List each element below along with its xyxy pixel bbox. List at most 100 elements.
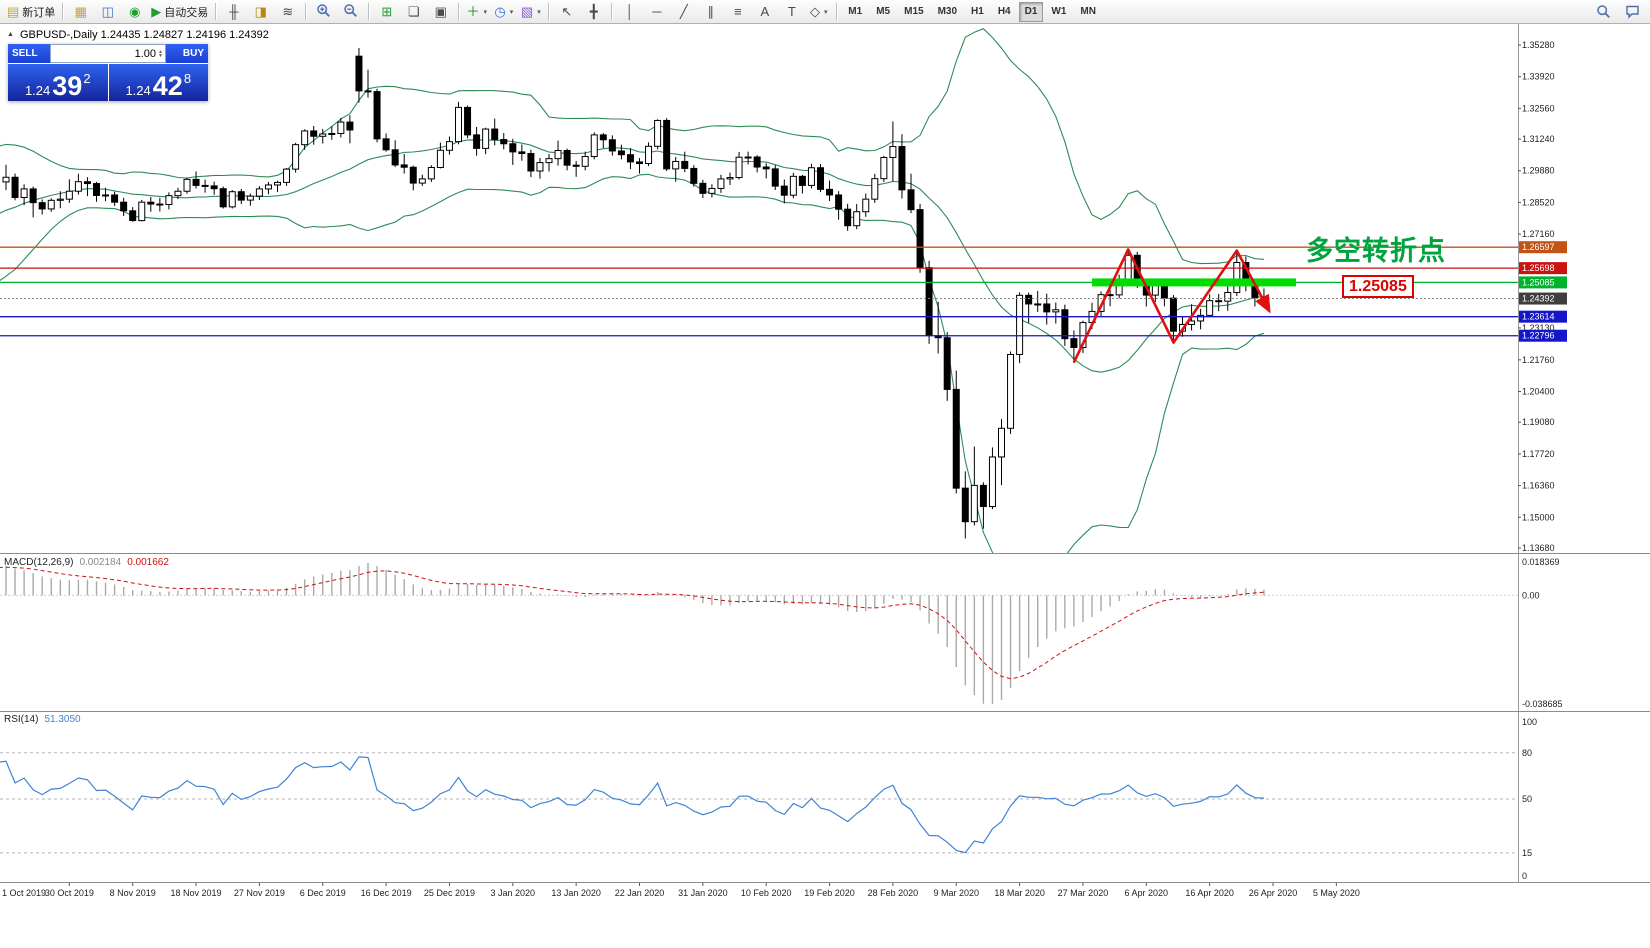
time-axis-label: 27 Nov 2019 — [234, 888, 285, 898]
buy-price-button[interactable]: 1.24 42 8 — [108, 64, 208, 101]
rsi-indicator-label: RSI(14) 51.3050 — [4, 714, 81, 725]
timeframe-w1-button[interactable]: W1 — [1051, 6, 1067, 17]
tile-windows-button[interactable]: ⊞ — [373, 1, 400, 23]
volume-input[interactable]: 1.00 ▲ ▼ — [50, 44, 166, 63]
timeframe-d1-button[interactable]: D1 — [1018, 1, 1044, 22]
buy-price-prefix: 1.24 — [125, 82, 151, 98]
time-axis-label: 10 Feb 2020 — [741, 888, 792, 898]
search-button[interactable] — [1590, 1, 1617, 23]
one-click-collapse-icon[interactable]: ▲ — [7, 31, 14, 38]
horizontal-line-icon: ─ — [652, 4, 662, 19]
zoom-in-icon — [316, 3, 331, 20]
time-axis-label: 26 Apr 2020 — [1249, 888, 1298, 898]
buy-button[interactable]: BUY — [166, 44, 208, 63]
text-button[interactable]: A — [751, 1, 778, 23]
text-label-button[interactable]: T — [778, 1, 805, 23]
macd-signal-value: 0.001662 — [127, 557, 169, 568]
crosshair-button[interactable]: ╋ — [580, 1, 607, 23]
bars-chart-button[interactable]: ╫ — [220, 1, 247, 23]
profiles-icon: ◫ — [101, 4, 114, 19]
volume-down-icon[interactable]: ▼ — [158, 52, 163, 59]
timeframe-m5-button[interactable]: M5 — [876, 6, 891, 17]
chart-window-button[interactable]: ▦ — [67, 1, 94, 23]
time-axis-label: 18 Nov 2019 — [171, 888, 222, 898]
community-button[interactable]: ◉ — [121, 1, 148, 23]
shapes-button[interactable]: ◇ ▾ — [805, 1, 832, 23]
rsi-name: RSI(14) — [4, 714, 39, 725]
price-axis: 1.35280 1.33920 1.32560 1.31240 1.29880 1.285… — [1518, 24, 1567, 882]
bollinger-middle-band — [0, 139, 1265, 373]
buy-price-pip: 8 — [183, 71, 192, 86]
time-axis-label: 1 Oct 2019 — [2, 888, 46, 898]
cursor-button[interactable]: ↖ — [553, 1, 580, 23]
chat-button[interactable] — [1619, 1, 1646, 23]
templates-dropdown-icon[interactable]: ▾ — [537, 8, 541, 16]
shapes-dropdown-icon[interactable]: ▾ — [824, 8, 828, 16]
volume-stepper[interactable]: ▲ ▼ — [158, 48, 163, 59]
periods-dropdown-icon[interactable]: ▾ — [509, 8, 514, 16]
candles-chart-button[interactable]: ◨ — [247, 1, 274, 23]
axis-label-1.22796-text: 1.22796 — [1522, 331, 1555, 341]
price-grid-label: 1.17720 — [1522, 449, 1555, 459]
axis-label-1.25698 — [1519, 262, 1567, 275]
fibonacci-button[interactable]: ≡ — [724, 1, 751, 23]
price-grid-label: 1.29880 — [1522, 166, 1555, 176]
profiles-button[interactable]: ◫ — [94, 1, 121, 23]
indicators-dropdown-icon[interactable]: ▾ — [483, 8, 488, 16]
sell-price-button[interactable]: 1.24 39 2 — [8, 64, 108, 101]
zoom-in-button[interactable] — [310, 1, 337, 23]
axis-label-1.23614 — [1519, 310, 1567, 323]
time-axis-label: 19 Feb 2020 — [804, 888, 855, 898]
periods-button[interactable]: ◷ ▾ — [490, 1, 517, 23]
sell-price-pip: 2 — [83, 71, 91, 86]
price-grid-label: 1.23130 — [1522, 323, 1555, 333]
autotrading-button[interactable]: ▶ 自动交易 — [148, 1, 211, 23]
trendline-button[interactable]: ╱ — [670, 1, 697, 23]
main-toolbar: ▤ 新订单 ▦ ◫ ◉ ▶ 自动交易 ╫ ◨ ≋ ⊞ ❏ ▣ ＋ ▾ ◷ ▾ ▧ ▾ ↖ ╋ │ ─ ╱ ∥ ≡ A T ◇ ▾ M1 M5 M… — [0, 0, 1650, 24]
candles-chart-icon: ◨ — [254, 4, 267, 19]
timeframe-mn-button[interactable]: MN — [1080, 6, 1096, 17]
zoom-out-button[interactable] — [337, 1, 364, 23]
current-price-label — [1519, 292, 1567, 305]
time-axis-label: 13 Jan 2020 — [551, 888, 601, 898]
macd-axis-min: -0.038685 — [1522, 699, 1563, 709]
periods-icon: ◷ — [494, 4, 506, 19]
chart-window: 1.35280 1.33920 1.32560 1.31240 1.29880 1.285… — [0, 24, 1650, 948]
price-grid-label: 1.31240 — [1522, 134, 1555, 144]
timeframe-m1-button[interactable]: M1 — [848, 6, 863, 17]
macd-indicator-label: MACD(12,26,9) 0.002184 0.001662 — [4, 557, 169, 568]
sell-price-big: 39 — [52, 71, 83, 102]
arrange-windows-button[interactable]: ▣ — [427, 1, 454, 23]
sell-price-prefix: 1.24 — [24, 82, 51, 98]
indicators-button[interactable]: ＋ ▾ — [463, 1, 490, 23]
support-zone-bar[interactable] — [1092, 278, 1296, 287]
timeframe-m30-button[interactable]: M30 — [937, 6, 958, 17]
rsi-axis-label-15: 15 — [1522, 848, 1532, 858]
price-callout-box[interactable]: 1.25085 — [1342, 275, 1414, 298]
toolbar-separator — [62, 3, 64, 20]
time-axis-label: 3 Jan 2020 — [491, 888, 536, 898]
axis-label-1.25085-text: 1.25085 — [1522, 277, 1555, 287]
templates-button[interactable]: ▧ ▾ — [517, 1, 544, 23]
axis-label-1.26597-text: 1.26597 — [1522, 242, 1555, 252]
new-order-button[interactable]: ▤ 新订单 — [4, 1, 58, 23]
line-chart-icon: ≋ — [282, 4, 294, 19]
line-chart-button[interactable]: ≋ — [274, 1, 301, 23]
channel-button[interactable]: ∥ — [697, 1, 724, 23]
macd-axis-max: 0.018369 — [1522, 557, 1560, 567]
sell-button[interactable]: SELL — [8, 44, 50, 63]
volume-up-icon[interactable]: ▲ — [158, 48, 163, 55]
symbol-ohlc-label: GBPUSD-,Daily 1.24435 1.24827 1.24196 1.… — [20, 29, 269, 41]
rsi-axis-label-80: 80 — [1522, 748, 1532, 758]
price-grid-label: 1.32560 — [1522, 103, 1555, 113]
timeframe-m15-button[interactable]: M15 — [904, 6, 924, 17]
zigzag-annotation[interactable] — [1072, 248, 1271, 363]
horizontal-line-button[interactable]: ─ — [643, 1, 670, 23]
price-grid-label: 1.33920 — [1522, 72, 1555, 82]
timeframe-h1-button[interactable]: H1 — [971, 6, 984, 17]
cascade-windows-button[interactable]: ❏ — [400, 1, 427, 23]
crosshair-icon: ╋ — [589, 4, 598, 19]
chart-window-icon: ▦ — [74, 4, 87, 19]
vertical-line-button[interactable]: │ — [616, 1, 643, 23]
timeframe-h4-button[interactable]: H4 — [997, 6, 1011, 17]
